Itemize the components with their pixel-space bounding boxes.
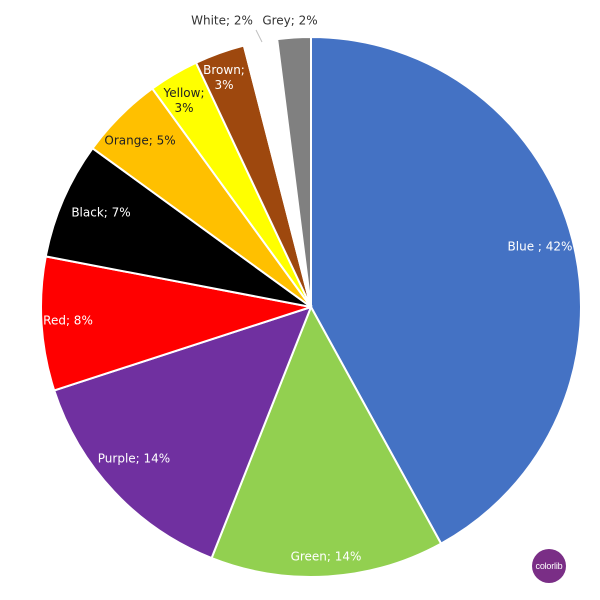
pie-slice-black: [44, 146, 312, 308]
pie-slice-green: [210, 304, 443, 578]
colorlib-badge-text: colorlib: [535, 561, 563, 571]
pie-slice-blue: [310, 35, 582, 545]
pie-slice-red: [40, 255, 312, 392]
colorlib-badge: colorlib: [532, 549, 566, 583]
white-slice-leader-line: [255, 29, 263, 43]
pie-slice-grey: [276, 35, 312, 308]
